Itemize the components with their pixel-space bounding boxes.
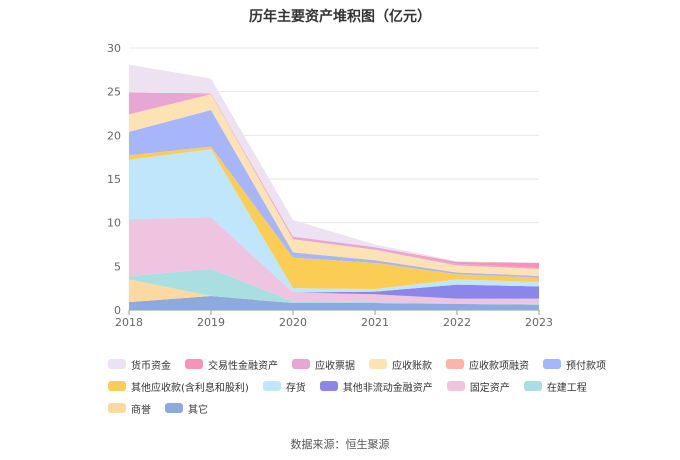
area-series: [129, 217, 539, 299]
legend-label: 预付款项: [566, 360, 606, 372]
legend-swatch: [523, 381, 542, 391]
legend-label: 存货: [285, 382, 306, 394]
x-tick-label: 2020: [279, 316, 307, 329]
legend-label: 应收票据: [315, 360, 355, 372]
y-tick-label: 30: [107, 42, 121, 55]
y-tick-label: 10: [107, 217, 121, 230]
y-tick-label: 15: [107, 173, 121, 186]
y-tick-label: 5: [114, 260, 121, 273]
legend-item[interactable]: 其他应收款(含利息和股利): [108, 378, 249, 394]
x-tick-label: 2022: [443, 316, 471, 329]
legend-swatch: [446, 381, 465, 391]
legend-label: 应收款项融资: [469, 360, 529, 372]
legend-swatch: [108, 403, 126, 413]
x-tick-label: 2023: [525, 316, 553, 329]
legend-item[interactable]: 应收票据: [292, 356, 355, 372]
legend-swatch: [292, 359, 310, 369]
legend-item[interactable]: 其他非流动金融资产: [319, 378, 433, 394]
legend-item[interactable]: 应收账款: [369, 356, 432, 372]
legend-label: 其他非流动金融资产: [342, 382, 433, 394]
legend-swatch: [543, 359, 561, 369]
source-note: 数据来源：恒生聚源: [290, 438, 390, 451]
legend-item[interactable]: 在建工程: [523, 378, 587, 394]
area-series: [129, 268, 539, 305]
legend-label: 其它: [188, 404, 208, 416]
stacked-area-chart: 0 5 10 15 20 25 30 2018 2019 2020 2021 2022 2023: [107, 42, 553, 329]
legend-swatch: [319, 381, 338, 391]
legend-item[interactable]: 其它: [165, 400, 208, 416]
legend-label: 在建工程: [546, 382, 587, 394]
legend-item[interactable]: 商誉: [108, 400, 151, 416]
legend-item[interactable]: 应收款项融资: [446, 356, 529, 372]
x-tick-label: 2019: [197, 316, 225, 329]
legend-label: 固定资产: [469, 382, 510, 394]
legend-swatch: [108, 381, 126, 391]
legend-label: 货币资金: [131, 360, 171, 372]
legend-swatch: [165, 403, 183, 413]
x-tick-label: 2021: [361, 316, 389, 329]
legend-swatch: [446, 359, 464, 369]
legend-label: 商誉: [131, 404, 151, 416]
legend-item[interactable]: 货币资金: [108, 356, 171, 372]
legend-swatch: [185, 359, 203, 369]
y-tick-label: 20: [107, 129, 121, 142]
area-series: [129, 217, 539, 304]
legend-item[interactable]: 交易性金融资产: [185, 356, 278, 372]
y-tick-label: 25: [107, 86, 121, 99]
legend-swatch: [108, 359, 126, 369]
x-tick-label: 2018: [115, 316, 143, 329]
y-tick-label: 0: [114, 304, 121, 317]
area-series: [129, 110, 539, 278]
legend-label: 其他应收款(含利息和股利): [131, 382, 249, 394]
legend-item[interactable]: 固定资产: [446, 378, 510, 394]
legend: 货币资金 交易性金融资产 应收票据 应收账款 应收款项融资 预付款项其他应收款(含利息和股…: [108, 356, 628, 416]
area-series: [129, 149, 539, 293]
legend-label: 应收账款: [392, 360, 432, 372]
legend-swatch: [369, 359, 387, 369]
area-series: [129, 146, 539, 290]
legend-label: 交易性金融资产: [208, 360, 278, 372]
area-series: [129, 64, 539, 263]
area-series: [129, 94, 539, 276]
legend-swatch: [262, 381, 281, 391]
legend-item[interactable]: 存货: [262, 378, 306, 394]
legend-item[interactable]: 预付款项: [543, 356, 606, 372]
chart-title: 历年主要资产堆积图（亿元）: [249, 9, 431, 25]
